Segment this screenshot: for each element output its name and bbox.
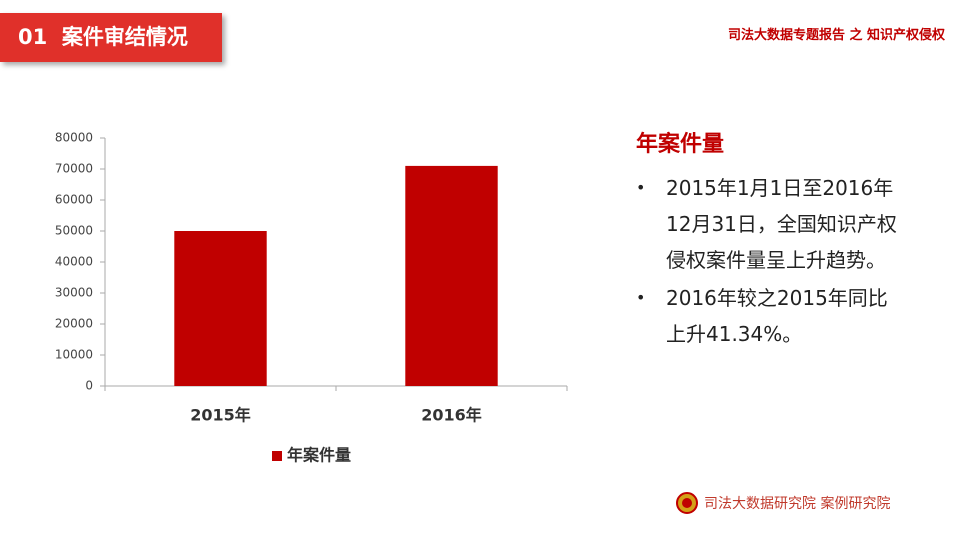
y-tick-label: 10000 [55,348,93,362]
legend-swatch [272,451,282,461]
y-tick-label: 20000 [55,317,93,331]
legend-label: 年案件量 [287,446,351,465]
chart: 0 10000 20000 30000 40000 50000 60000 70000 8000… [55,131,568,465]
bullet: 2016年较之2015年同比上升41.34%。 [636,280,898,352]
report-title: 司法大数据专题报告 之 知识产权侵权 [727,28,945,43]
footer-text: 司法大数据研究院 案例研究院 [704,496,891,512]
emblem [676,492,698,514]
footer: 司法大数据研究院 案例研究院 [676,492,890,514]
y-tick-label: 60000 [55,193,93,207]
bar [174,231,267,386]
y-tick-label: 50000 [55,224,93,238]
y-tick-label: 80000 [55,131,93,145]
x-tick-label: 2015年 [190,406,251,425]
y-tick-label: 70000 [55,162,93,176]
y-tick-label: 40000 [55,255,93,269]
side-title: 年案件量 [636,132,725,157]
section-title: 01 案件审结情况 [0,13,222,62]
bullet: 2015年1月1日至2016年12月31日，全国知识产权侵权案件量呈上升趋势。 [636,170,898,278]
bullet-list: 2015年1月1日至2016年12月31日，全国知识产权侵权案件量呈上升趋势。 … [636,170,898,354]
y-tick-label: 0 [85,379,93,393]
y-tick-label: 30000 [55,286,93,300]
x-tick-label: 2016年 [421,406,482,425]
bar [405,165,498,386]
